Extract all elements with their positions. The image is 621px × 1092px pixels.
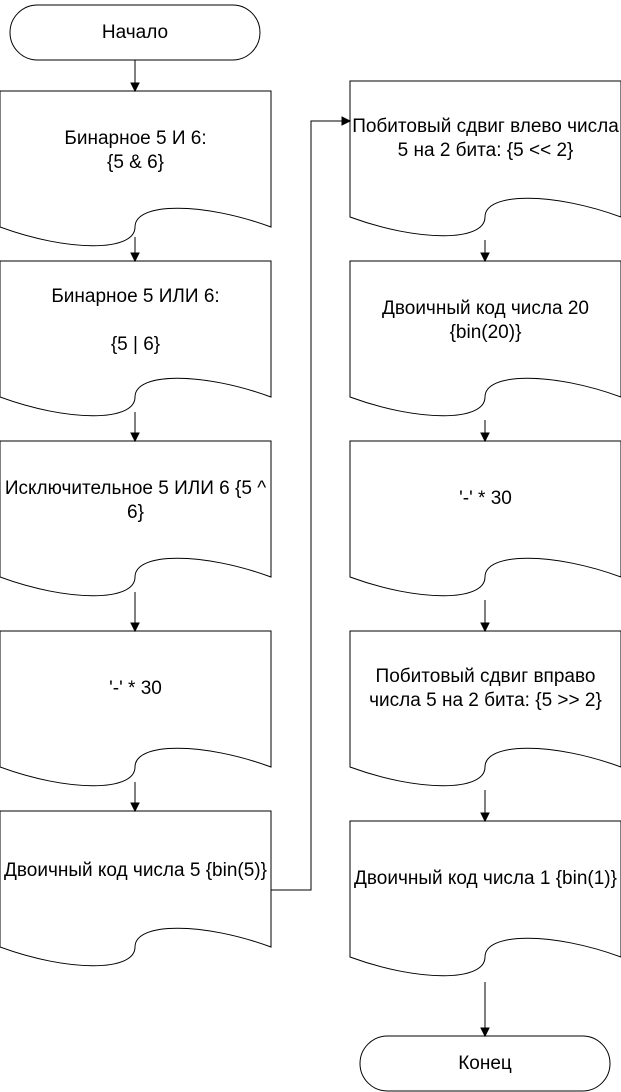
process-label-left-3: Исключительное 5 ИЛИ 6 {5 ^ 6}	[4, 478, 267, 523]
arrowhead	[341, 116, 352, 126]
process-label-right-5: Двоичный код числа 1 {bin(1)}	[354, 867, 617, 889]
arrowhead	[130, 252, 140, 263]
arrowhead	[130, 82, 140, 93]
doc-shape-left-3	[0, 440, 272, 597]
process-label-left-1: Бинарное 5 И 6: {5 & 6}	[64, 128, 207, 173]
doc-shape-right-1	[349, 80, 621, 237]
doc-shape-left-5	[0, 810, 272, 967]
arrowhead	[480, 812, 490, 823]
arrowhead	[130, 432, 140, 443]
process-label-left-5: Двоичный код числа 5 {bin(5)}	[4, 860, 267, 881]
arrowhead	[130, 622, 140, 633]
process-label-left-2: Бинарное 5 ИЛИ 6: {5 | 6}	[51, 286, 220, 355]
doc-shape-right-5	[349, 820, 621, 977]
process-label-right-1: Побитовый сдвиг влево числа 5 на 2 бита:…	[352, 115, 619, 161]
start-label: Начало	[101, 21, 169, 43]
doc-shape-left-2	[0, 260, 272, 417]
process-label-left-4: '-' * 30	[109, 677, 162, 699]
doc-shape-right-2	[349, 260, 621, 417]
doc-shape-right-4	[349, 630, 621, 787]
end-label: Конец	[458, 1052, 512, 1074]
process-label-right-4: Побитовый сдвиг вправо числа 5 на 2 бита…	[369, 665, 602, 711]
process-label-right-3: '-' * 30	[459, 487, 512, 509]
process-label-right-2: Двоичный код числа 20 {bin(20)}	[382, 298, 589, 343]
arrowhead	[480, 252, 490, 263]
doc-shape-right-3	[349, 440, 621, 597]
arrowhead	[480, 432, 490, 443]
arrowhead	[480, 1027, 490, 1038]
arrowhead	[130, 802, 140, 813]
arrowhead	[480, 622, 490, 633]
connector-left-5-to-right-1	[271, 120, 343, 891]
doc-shape-left-1	[0, 90, 272, 247]
doc-shape-left-4	[0, 630, 272, 787]
